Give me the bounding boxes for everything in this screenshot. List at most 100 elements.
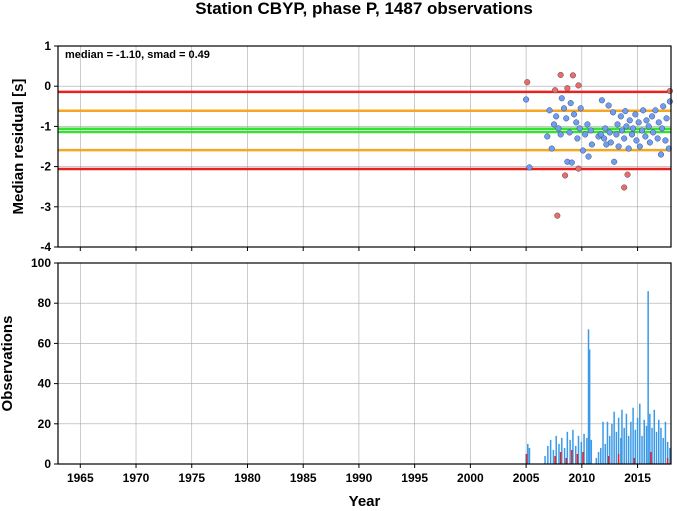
residual-point (568, 159, 575, 166)
residual-point (576, 125, 583, 132)
observations-y-ticks: 0 20 40 60 80 100 (31, 256, 58, 471)
residual-point (617, 113, 624, 120)
observation-bar (660, 427, 662, 464)
observation-bar (608, 435, 611, 464)
observations-y-axis-label: Observations (0, 316, 16, 412)
year-x-ticks: 1965 1970 1975 1980 1985 1990 1995 2000 2005 2010… (67, 464, 651, 485)
residual-point (544, 133, 551, 140)
observation-bar (613, 411, 615, 464)
observation-bars (525, 291, 671, 464)
residual-grid (58, 45, 671, 248)
residual-point (650, 129, 657, 136)
observation-bar (653, 409, 656, 464)
observation-bar (595, 457, 598, 464)
observation-bar (657, 419, 660, 464)
residual-point (630, 125, 637, 132)
observation-bar (632, 407, 634, 464)
outlier-observation-bar (525, 453, 528, 464)
y-tick-label: 40 (38, 377, 52, 391)
x-tick-label: 1970 (123, 471, 150, 485)
residual-point (557, 131, 564, 138)
residual-point (654, 135, 661, 142)
residual-point (567, 100, 574, 107)
residual-point (652, 107, 659, 114)
residual-point (632, 111, 639, 118)
residual-point (587, 127, 594, 134)
observation-bar (572, 429, 574, 464)
y-tick-label: -1 (40, 119, 51, 133)
observation-bar (669, 447, 671, 464)
observation-bar (590, 439, 593, 464)
observation-bar (555, 435, 557, 464)
observation-bar (623, 427, 625, 464)
observation-bar (621, 409, 623, 464)
residual-point (655, 119, 662, 126)
observation-bar (627, 435, 630, 464)
observation-bar (597, 451, 600, 464)
residual-point (621, 135, 628, 142)
residual-point (548, 145, 555, 152)
y-tick-label: 0 (44, 457, 51, 471)
residual-point (638, 127, 646, 134)
outlier-point (621, 184, 628, 191)
residual-point (598, 97, 605, 104)
residual-point (618, 127, 626, 134)
x-tick-label: 1980 (234, 471, 261, 485)
observation-bar (662, 437, 664, 464)
observation-bar (666, 441, 669, 464)
observation-bar (558, 443, 560, 464)
median-annotation: median = -1.10, smad = 0.49 (65, 49, 210, 61)
x-tick-label: 2000 (457, 471, 484, 485)
residual-point (601, 135, 608, 142)
residual-point (577, 105, 584, 112)
x-tick-label: 1990 (346, 471, 373, 485)
residual-point (646, 139, 653, 146)
reference-lines (58, 90, 671, 171)
residual-point (563, 115, 570, 122)
residual-point (605, 102, 612, 109)
observation-bar (561, 437, 563, 464)
y-tick-label: -3 (40, 200, 51, 214)
residual-point (645, 123, 652, 130)
outlier-observation-bar (666, 457, 669, 464)
residual-point (640, 107, 647, 114)
residual-point (642, 133, 649, 140)
outlier-observation-bar (607, 455, 610, 464)
outlier-point (524, 79, 531, 86)
outlier-point (552, 87, 559, 94)
residual-point (662, 137, 669, 144)
x-tick-label: 1985 (290, 471, 317, 485)
outlier-observation-bar (576, 453, 579, 464)
y-tick-label: 1 (44, 39, 51, 53)
x-tick-label: 2015 (624, 471, 651, 485)
observation-bar (580, 441, 583, 464)
residual-point (602, 125, 609, 132)
residual-panel: 1 0 -1 -2 -3 -4 median = -1.10, smad = 0.49 M… (10, 39, 673, 254)
observations-grid (58, 262, 671, 465)
x-tick-label: 1995 (401, 471, 428, 485)
residual-point (660, 103, 667, 110)
residual-point (558, 95, 565, 102)
observation-bar (645, 425, 648, 464)
residual-point (597, 131, 604, 138)
x-tick-label: 1965 (67, 471, 94, 485)
observation-bar (583, 433, 585, 464)
residual-y-ticks: 1 0 -1 -2 -3 -4 (40, 39, 639, 254)
residual-point (566, 129, 573, 136)
residual-point (588, 141, 595, 148)
residual-point (615, 143, 622, 150)
observation-bar (574, 445, 577, 464)
residual-point (609, 109, 617, 116)
observations-frame (57, 262, 672, 465)
observation-bar (563, 447, 566, 464)
x-tick-label: 1975 (178, 471, 205, 485)
observation-bar (528, 447, 531, 464)
outlier-point (557, 71, 564, 78)
observation-bar (615, 431, 618, 464)
observation-bar (606, 421, 609, 464)
chart-title: Station CBYP, phase P, 1487 observations (195, 0, 533, 18)
residual-point (553, 113, 560, 120)
residual-point (622, 108, 629, 115)
residual-point (633, 137, 640, 144)
